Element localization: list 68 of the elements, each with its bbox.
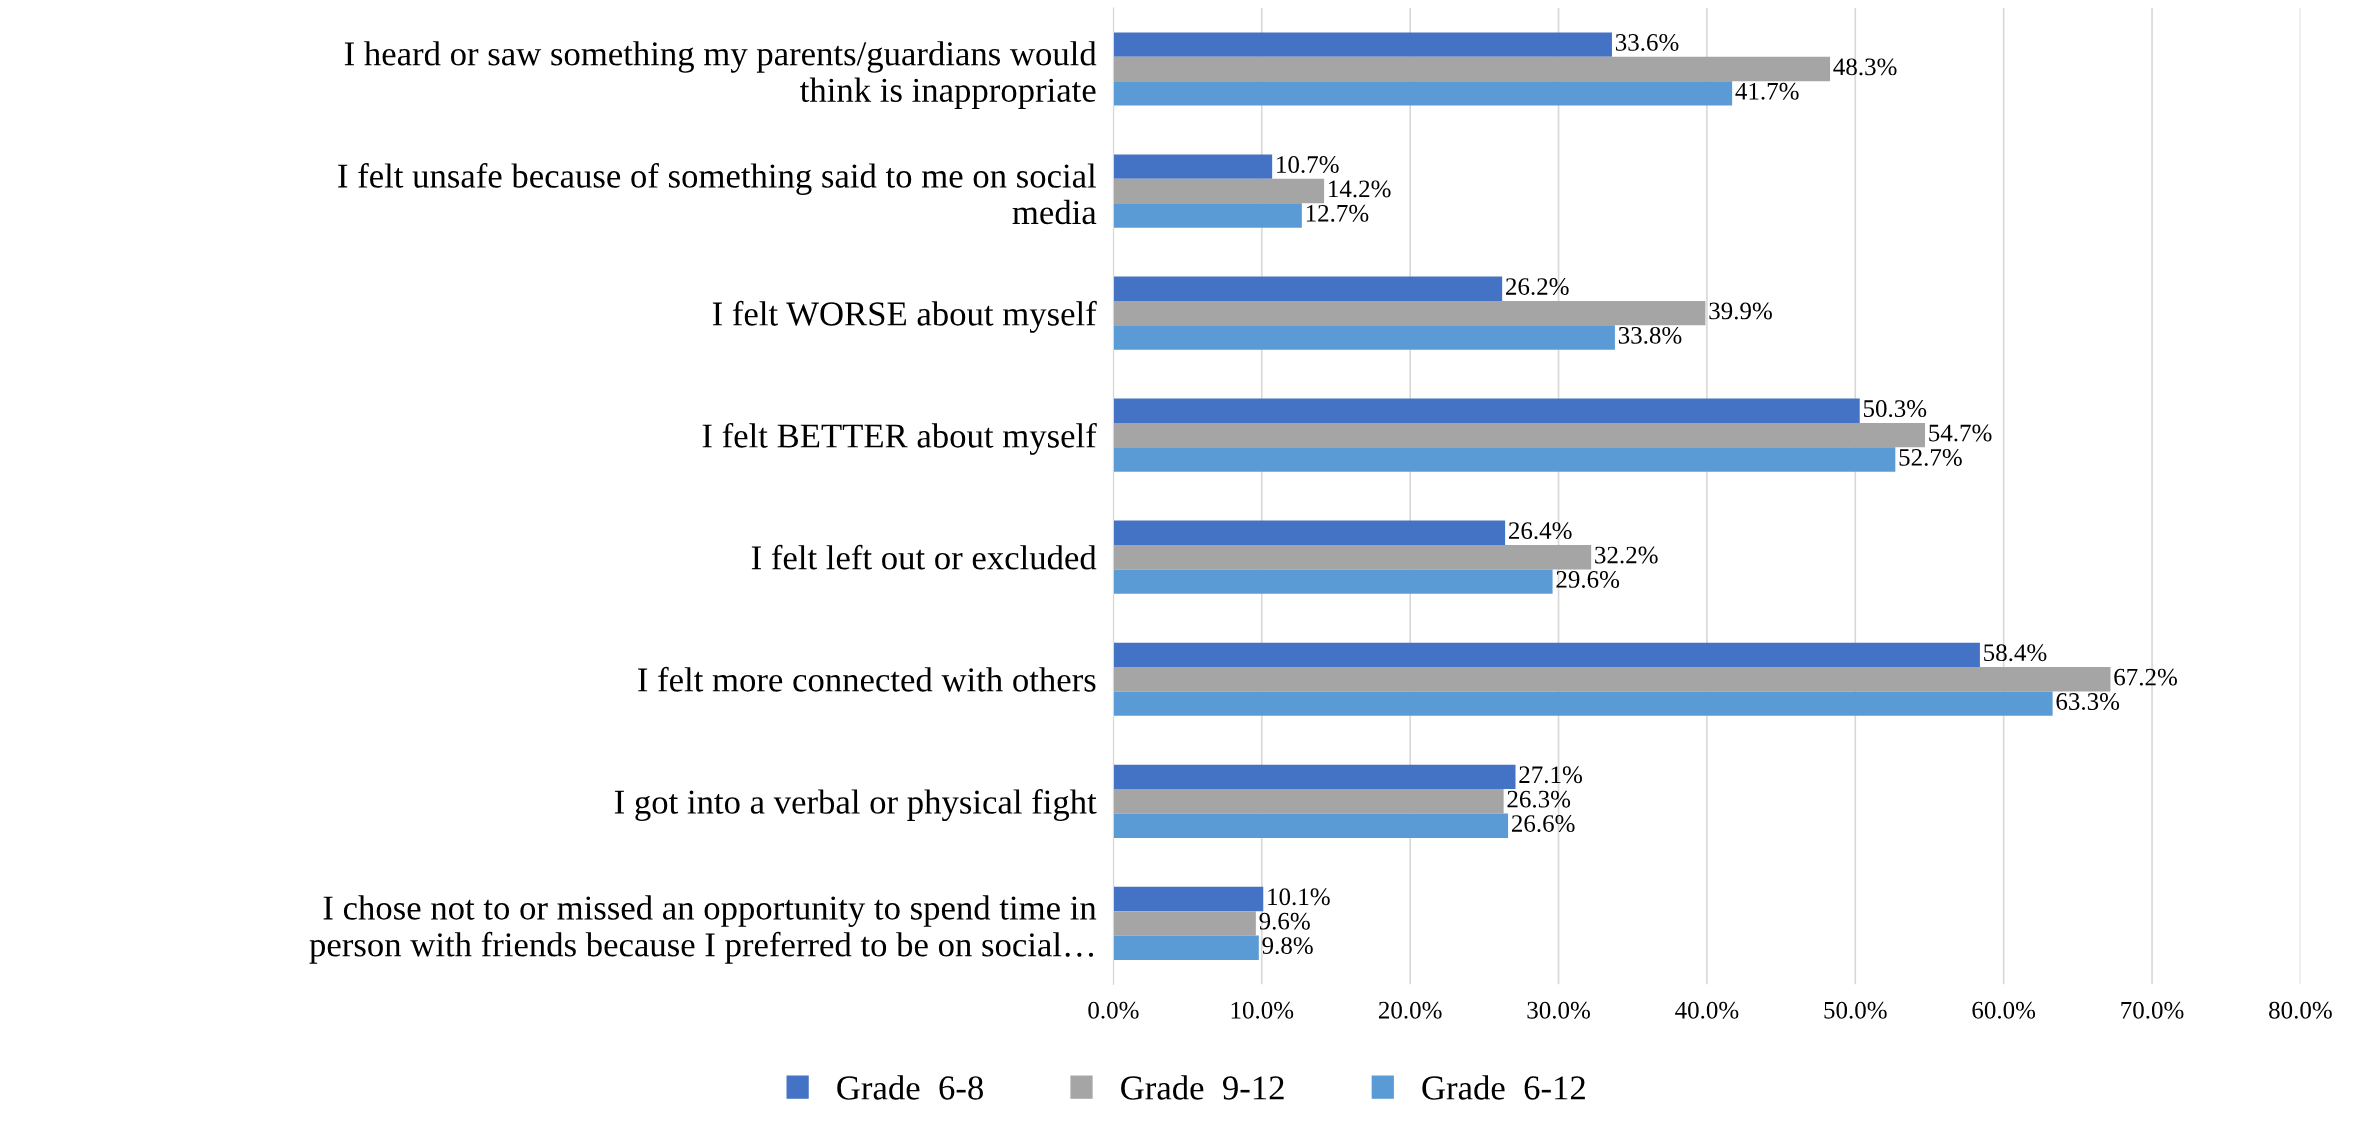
y-tick-label: I chose not to or missed an opportunity to spend time in person with friends because I preferred to be on social…	[309, 895, 1097, 964]
bar	[1113, 325, 1615, 350]
x-tick-label: 40.0%	[1675, 1001, 1739, 1019]
data-label: 54.7%	[1929, 424, 1992, 442]
bar	[1113, 300, 1706, 326]
x-tick-label: 70.0%	[2121, 1001, 2184, 1019]
data-label: 52.7%	[1899, 448, 1962, 466]
x-tick-label: 10.0%	[1231, 1001, 1294, 1019]
data-label: 58.4%	[1984, 644, 2047, 662]
legend-label: Grade 6-8	[837, 1075, 983, 1100]
data-label: 14.2%	[1329, 180, 1391, 198]
y-tick-label: I felt left out or excluded	[751, 544, 1097, 570]
bar	[1113, 56, 1831, 82]
data-label: 26.3%	[1507, 790, 1571, 808]
data-label: 9.6%	[1259, 912, 1310, 930]
legend-label: Grade 9-12	[1121, 1075, 1284, 1100]
data-label: 63.3%	[2056, 693, 2120, 711]
x-tick-label: 0.0%	[1088, 1001, 1139, 1019]
data-label: 33.8%	[1618, 326, 1682, 344]
data-label: 67.2%	[2114, 668, 2177, 686]
x-tick-label: 50.0%	[1824, 1001, 1887, 1019]
x-tick-label: 60.0%	[1972, 1001, 2036, 1019]
data-label: 9.8%	[1262, 937, 1313, 955]
bar	[1113, 667, 2111, 692]
bar	[1113, 642, 1980, 668]
data-label: 10.7%	[1277, 156, 1339, 173]
bar	[1113, 935, 1259, 960]
bar	[1113, 178, 1325, 204]
x-tick-label: 30.0%	[1527, 1001, 1590, 1019]
bar	[1113, 447, 1896, 472]
bar	[1113, 398, 1860, 423]
data-label: 39.9%	[1709, 302, 1772, 320]
y-tick-label: I felt unsafe because of something said to me on social media	[338, 163, 1097, 225]
y-tick-label: I felt more connected with others	[638, 666, 1096, 692]
data-label: 48.3%	[1833, 58, 1897, 76]
bar	[1113, 154, 1273, 179]
y-tick-label: I felt BETTER about myself	[702, 422, 1097, 455]
data-label: 33.6%	[1615, 33, 1679, 51]
data-label: 27.1%	[1519, 766, 1582, 784]
bar	[1113, 422, 1926, 448]
data-label: 50.3%	[1863, 400, 1927, 418]
bar	[1113, 691, 2053, 716]
bar	[1113, 886, 1264, 912]
data-label: 32.2%	[1595, 546, 1658, 564]
bar	[1113, 32, 1612, 57]
data-label: 26.2%	[1506, 278, 1569, 296]
bar	[1113, 789, 1504, 814]
data-label: 26.4%	[1508, 522, 1572, 540]
bar	[1113, 569, 1553, 594]
y-tick-label: I felt WORSE about myself	[712, 300, 1097, 333]
bar	[1113, 764, 1516, 790]
data-label: 41.7%	[1735, 82, 1799, 100]
legend-label: Grade 6-12	[1422, 1075, 1585, 1100]
bar	[1113, 276, 1503, 301]
bar	[1113, 813, 1509, 838]
x-tick-label: 20.0%	[1378, 1001, 1442, 1019]
bar	[1113, 203, 1302, 228]
bar	[1113, 544, 1592, 570]
bar	[1113, 520, 1506, 545]
data-label: 12.7%	[1306, 204, 1369, 222]
data-label: 26.6%	[1511, 815, 1575, 833]
data-label: 10.1%	[1268, 888, 1330, 906]
bar	[1113, 911, 1256, 936]
x-tick-label: 80.0%	[2269, 1001, 2332, 1019]
y-tick-label: I got into a verbal or physical fight	[614, 789, 1097, 822]
bar	[1113, 81, 1733, 106]
y-tick-label: I heard or saw something my parents/guardians would think is inappropriate	[344, 41, 1097, 110]
data-label: 29.6%	[1556, 570, 1620, 588]
